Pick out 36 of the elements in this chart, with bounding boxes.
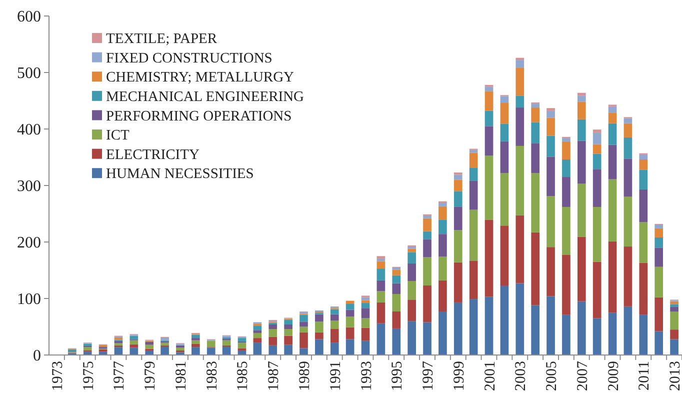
y-tick-label: 200: [17, 234, 41, 252]
legend-label: FIXED CONSTRUCTIONS: [106, 50, 272, 66]
legend-label: PERFORMING OPERATIONS: [106, 108, 292, 124]
legend-label: ICT: [106, 128, 130, 144]
x-tick-label: 1981: [173, 361, 190, 391]
x-tick-label: 2003: [513, 361, 530, 391]
y-tick-label: 500: [17, 65, 41, 82]
legend-label: TEXTILE; PAPER: [106, 31, 218, 48]
x-tick-label: 1987: [266, 360, 282, 391]
x-tick-label: 1993: [358, 361, 375, 391]
x-tick-label: 1973: [50, 361, 66, 391]
y-tick-label: 0: [33, 348, 41, 365]
x-tick-label: 2007: [574, 360, 591, 391]
x-tick-label: 1997: [420, 360, 437, 391]
y-tick-label: 400: [17, 122, 41, 139]
x-tick-label: 1989: [296, 361, 313, 391]
x-tick-label: 2011: [636, 361, 653, 390]
y-tick-label: 100: [17, 291, 41, 308]
x-tick-label: 2001: [482, 361, 498, 391]
x-tick-label: 2005: [544, 361, 560, 391]
legend-label: HUMAN NECESSITIES: [106, 166, 254, 182]
x-tick-label: 1995: [390, 361, 406, 391]
x-tick-label: 1999: [451, 361, 468, 391]
x-tick-label: 2013: [668, 361, 682, 391]
x-tick-label: 1975: [80, 361, 97, 391]
x-tick-label: 1979: [142, 361, 159, 391]
x-tick-label: 2009: [606, 361, 622, 391]
legend-label: ELECTRICITY: [106, 146, 200, 163]
legend-label: CHEMISTRY; METALLURGY: [106, 70, 295, 86]
x-tick-label: 1991: [328, 361, 344, 391]
y-tick-label: 300: [17, 178, 41, 196]
x-tick-label: 1983: [204, 361, 220, 391]
y-tick-label: 600: [17, 8, 41, 26]
x-tick-label: 1985: [235, 361, 252, 391]
x-tick-label: 1977: [112, 360, 128, 391]
legend-label: MECHANICAL ENGINEERING: [106, 88, 305, 105]
